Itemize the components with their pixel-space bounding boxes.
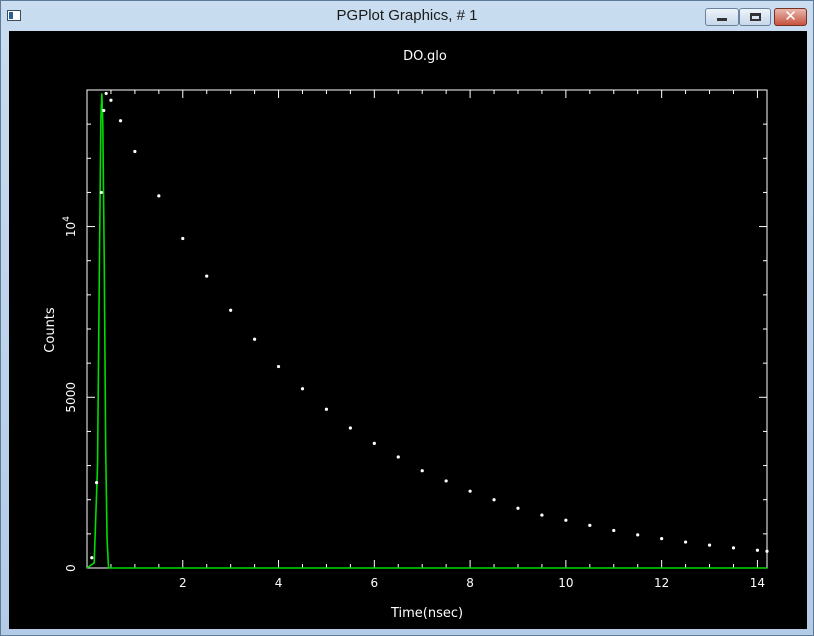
plot-frame: 2 4 6 8 10 12 14 0 5000 104 — [62, 89, 768, 590]
y-tick-label: 0 — [64, 564, 78, 572]
fit-curve — [86, 93, 767, 569]
data-point — [731, 546, 736, 550]
plot-border — [86, 89, 768, 569]
data-point — [755, 548, 760, 552]
x-tick-label: 4 — [275, 576, 283, 590]
x-tick-label: 8 — [466, 576, 474, 590]
data-point — [348, 426, 352, 430]
data-point — [468, 489, 472, 493]
data-point — [516, 506, 520, 510]
data-point — [300, 387, 305, 391]
x-tick-label: 12 — [654, 576, 669, 590]
x-tick-label: 2 — [179, 576, 187, 590]
data-point — [588, 523, 592, 527]
data-point — [133, 149, 137, 154]
data-point — [324, 407, 329, 411]
data-point — [109, 98, 113, 102]
x-axis-label: Time(nsec) — [390, 606, 463, 621]
chart-title: DO.glo — [403, 49, 447, 64]
data-point — [229, 308, 233, 312]
data-point — [683, 540, 688, 544]
x-tick-label: 10 — [558, 576, 573, 590]
data-points — [90, 91, 769, 560]
data-point — [612, 528, 616, 533]
data-point — [420, 469, 424, 473]
data-point — [276, 364, 281, 369]
data-point — [372, 441, 376, 445]
maximize-icon — [750, 13, 761, 21]
x-tick-label: 14 — [750, 576, 765, 590]
data-point — [118, 119, 123, 123]
data-point — [492, 498, 496, 502]
title-bar[interactable]: PGPlot Graphics, # 1 ✕ — [1, 1, 813, 31]
data-point — [765, 549, 769, 553]
data-point — [540, 513, 544, 517]
data-point — [205, 274, 209, 278]
data-point — [564, 518, 568, 522]
data-point — [396, 455, 400, 459]
data-point — [660, 537, 664, 541]
window-title: PGPlot Graphics, # 1 — [336, 7, 478, 24]
data-point — [253, 337, 257, 341]
data-point — [157, 194, 161, 198]
fit-line — [86, 93, 767, 569]
minimize-icon — [717, 18, 727, 21]
data-point — [102, 108, 106, 113]
y-tick-label: 5000 — [64, 382, 78, 413]
data-point — [636, 533, 640, 537]
data-point — [90, 556, 94, 560]
data-point — [707, 543, 712, 547]
maximize-button[interactable] — [739, 8, 771, 26]
pgplot-app-icon[interactable] — [7, 10, 21, 21]
data-point — [181, 236, 185, 241]
close-icon: ✕ — [784, 7, 797, 25]
minimize-button[interactable] — [705, 8, 739, 26]
y-tick-exponent: 4 — [62, 216, 72, 222]
close-button[interactable]: ✕ — [774, 7, 807, 26]
x-tick-label: 6 — [371, 576, 379, 590]
data-point — [94, 481, 99, 485]
data-point — [99, 190, 103, 195]
data-point — [104, 91, 108, 96]
y-tick-label: 104 — [62, 216, 78, 237]
y-axis-label: Counts — [43, 307, 58, 353]
decay-chart: DO.glo Time(nsec) Counts 2 4 6 8 10 12 14 0 5000… — [43, 49, 769, 621]
plot-canvas: DO.glo Time(nsec) Counts 2 4 6 8 10 12 14 0 5000… — [9, 31, 807, 629]
data-point — [444, 479, 448, 483]
